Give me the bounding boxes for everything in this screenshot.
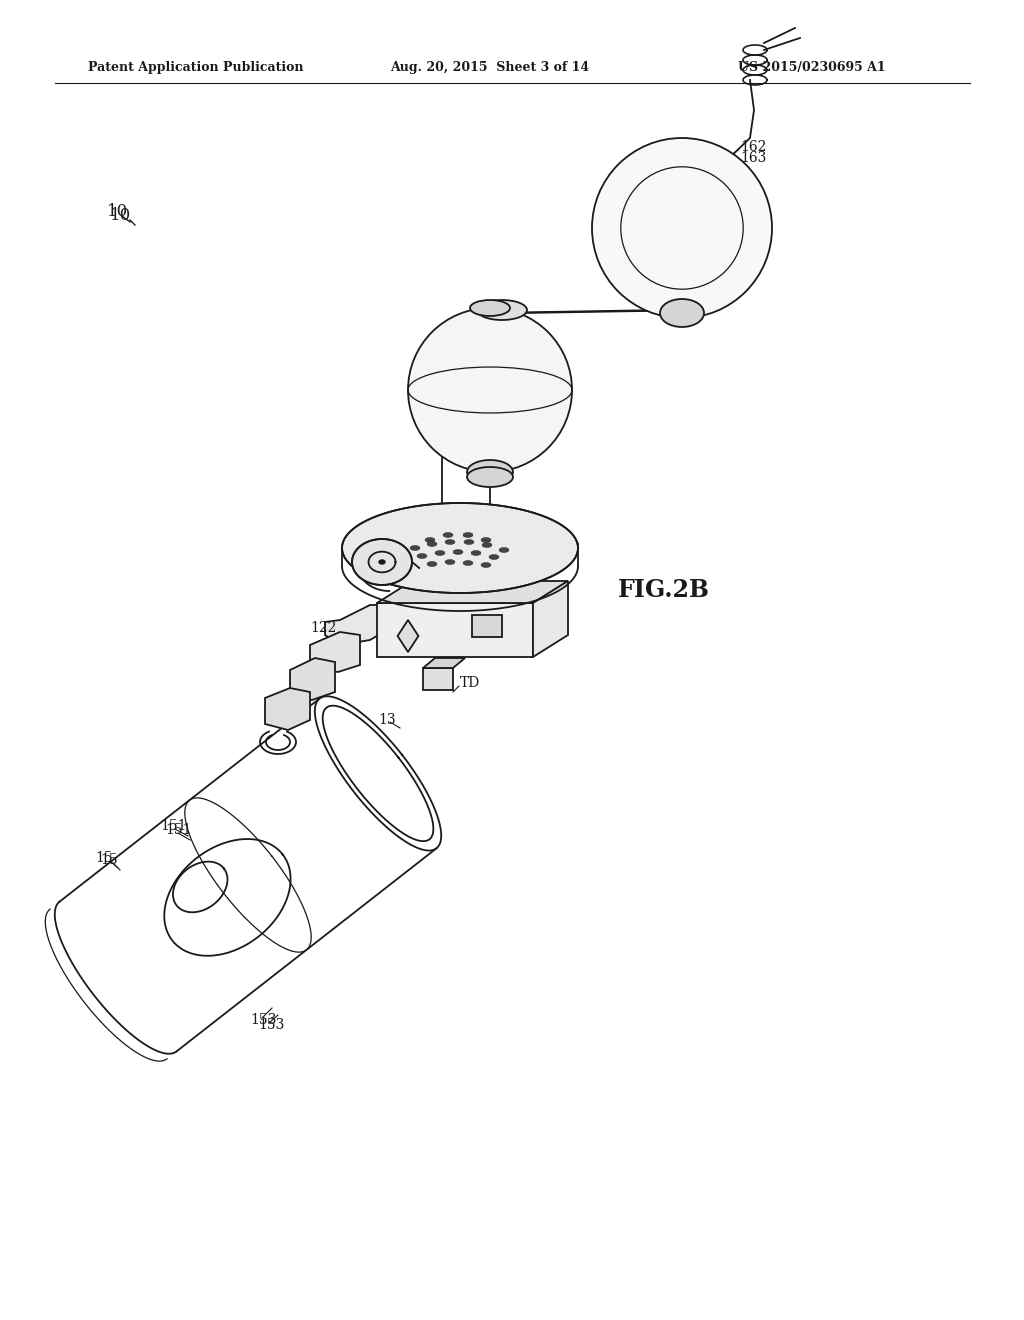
Text: 15: 15 (100, 853, 118, 867)
Text: 160: 160 (626, 198, 652, 213)
Ellipse shape (489, 554, 499, 560)
Text: 153: 153 (250, 1012, 276, 1027)
Polygon shape (290, 657, 335, 700)
Text: 161: 161 (685, 145, 712, 158)
Ellipse shape (443, 532, 453, 537)
Polygon shape (325, 605, 395, 645)
Text: 151: 151 (165, 822, 191, 837)
Ellipse shape (379, 560, 385, 564)
Text: FIG.2B: FIG.2B (618, 578, 710, 602)
Text: 162: 162 (740, 140, 766, 154)
Ellipse shape (467, 459, 513, 484)
Text: 122: 122 (310, 620, 336, 635)
Text: 16: 16 (457, 360, 475, 374)
Ellipse shape (481, 537, 490, 543)
Ellipse shape (417, 553, 427, 558)
Ellipse shape (435, 550, 445, 556)
Text: 11: 11 (510, 597, 527, 611)
Polygon shape (377, 581, 568, 603)
Text: 112: 112 (525, 619, 552, 634)
Ellipse shape (425, 537, 435, 543)
Polygon shape (342, 503, 578, 593)
Ellipse shape (463, 532, 473, 537)
Polygon shape (377, 603, 534, 657)
Text: 163: 163 (740, 150, 766, 165)
Polygon shape (534, 581, 568, 657)
Circle shape (408, 308, 572, 473)
Text: US 2015/0230695 A1: US 2015/0230695 A1 (738, 62, 886, 74)
Circle shape (592, 139, 772, 318)
Ellipse shape (410, 545, 420, 550)
Text: 111: 111 (520, 607, 547, 620)
Text: 1212: 1212 (545, 541, 581, 554)
Text: 10: 10 (110, 206, 131, 223)
Ellipse shape (499, 548, 509, 553)
Ellipse shape (467, 467, 513, 487)
Text: TD: TD (460, 676, 480, 690)
Text: Aug. 20, 2015  Sheet 3 of 14: Aug. 20, 2015 Sheet 3 of 14 (390, 62, 589, 74)
Ellipse shape (427, 561, 437, 566)
Text: 12: 12 (355, 523, 373, 537)
Ellipse shape (453, 549, 463, 554)
Ellipse shape (463, 561, 473, 565)
Ellipse shape (470, 300, 510, 315)
Ellipse shape (481, 562, 490, 568)
Polygon shape (352, 539, 412, 585)
Polygon shape (265, 688, 310, 730)
Text: Patent Application Publication: Patent Application Publication (88, 62, 303, 74)
Text: 15: 15 (95, 851, 113, 865)
Text: 10: 10 (106, 203, 128, 220)
Text: 121: 121 (430, 506, 457, 519)
Polygon shape (423, 657, 465, 668)
Text: 153: 153 (258, 1018, 285, 1032)
Ellipse shape (445, 540, 455, 544)
Ellipse shape (477, 300, 527, 319)
Polygon shape (310, 632, 360, 672)
Ellipse shape (427, 541, 437, 546)
Text: 14: 14 (540, 585, 558, 599)
Ellipse shape (464, 540, 474, 544)
Polygon shape (423, 668, 453, 690)
Text: 13: 13 (365, 541, 383, 554)
Ellipse shape (471, 550, 481, 556)
Text: 13: 13 (378, 713, 395, 727)
Text: 151: 151 (160, 818, 186, 833)
Ellipse shape (482, 543, 492, 548)
Text: 1220: 1220 (378, 552, 408, 565)
Polygon shape (397, 620, 419, 652)
FancyBboxPatch shape (472, 615, 502, 638)
Ellipse shape (660, 300, 705, 327)
Ellipse shape (445, 560, 455, 565)
